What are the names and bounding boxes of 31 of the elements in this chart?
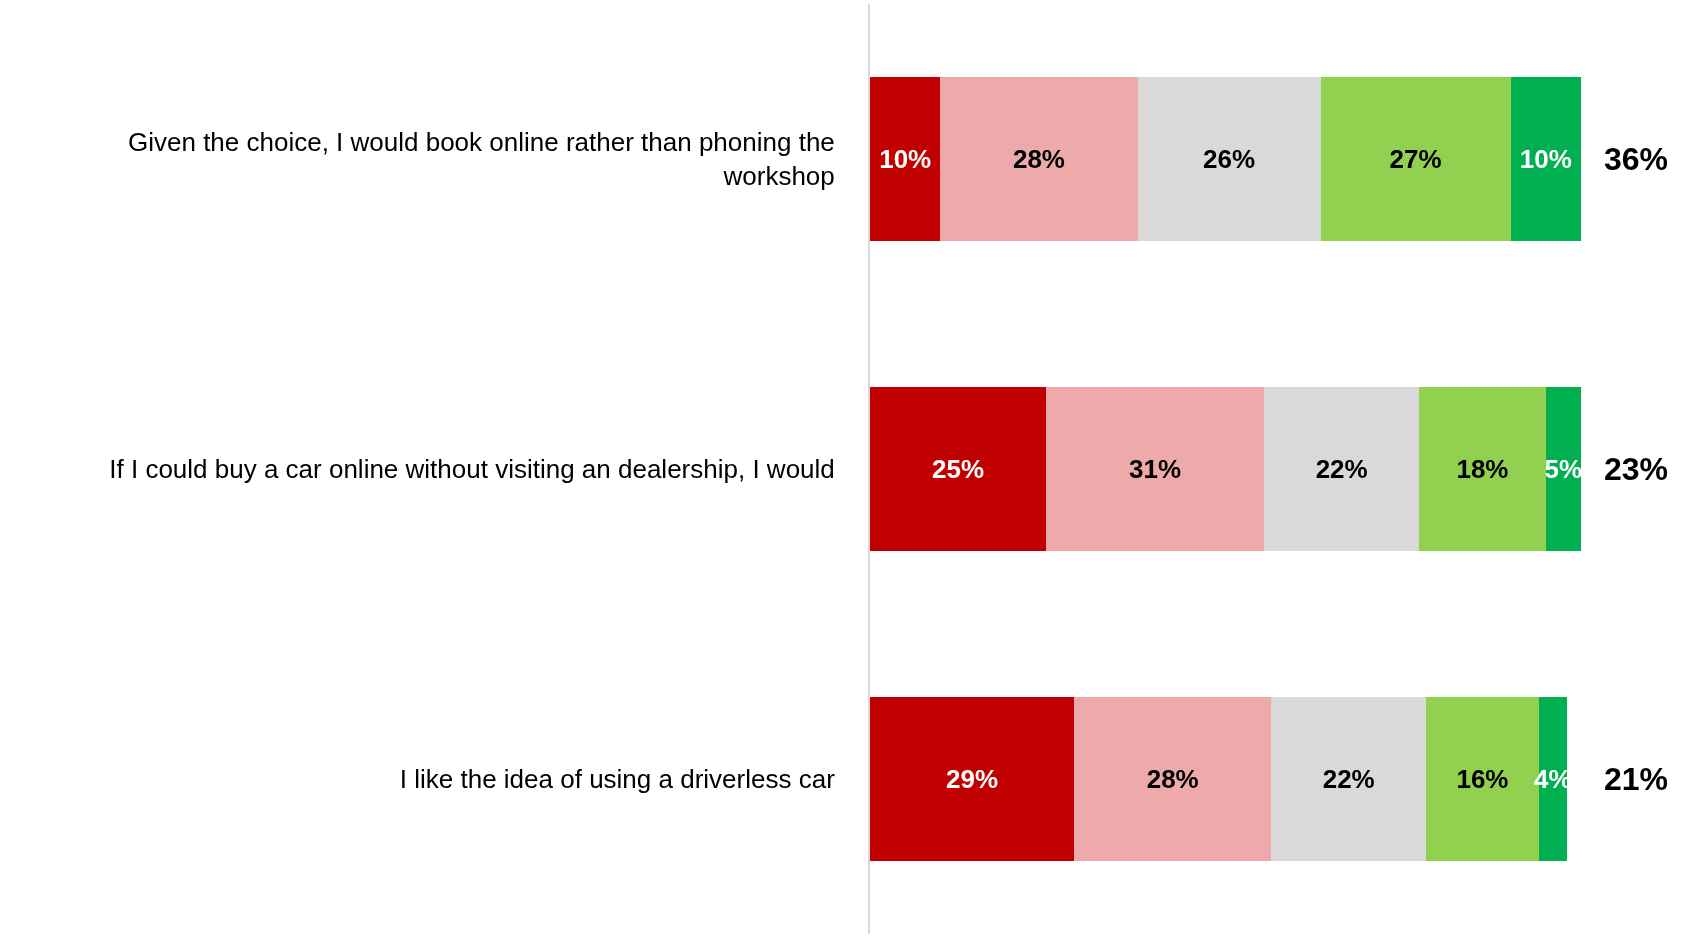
bar: [1137, 76, 1321, 242]
bar: [1510, 76, 1581, 242]
y-tick-label: I like the idea of using a driverless car: [399, 764, 836, 795]
bar: [1074, 696, 1272, 862]
data-label: 22%: [1322, 764, 1375, 794]
bar: [1271, 696, 1427, 862]
bar: [870, 386, 1046, 552]
data-label: 27%: [1389, 144, 1442, 174]
bar: [1264, 386, 1420, 552]
y-tick-label: If I could buy a car online without visiting an dealership, I would: [109, 454, 835, 485]
bar: [940, 76, 1138, 242]
text: 23%: [1604, 451, 1669, 487]
bar: [870, 696, 1075, 862]
bar: [1045, 386, 1265, 552]
data-label: 22%: [1315, 454, 1368, 484]
data-label: 29%: [946, 764, 999, 794]
bar: [870, 76, 941, 242]
data-label: 10%: [1519, 144, 1572, 174]
data-label: 28%: [1146, 764, 1199, 794]
text: 21%: [1604, 761, 1669, 797]
text: 36%: [1604, 141, 1669, 177]
data-label: 31%: [1129, 454, 1182, 484]
bar: [1419, 386, 1546, 552]
y-tick-label: Given the choice, I would book online rather than phoning the workshop: [127, 127, 835, 191]
bar: [1320, 76, 1511, 242]
data-label: 16%: [1456, 764, 1509, 794]
data-label: 10%: [879, 144, 932, 174]
data-label: 28%: [1012, 144, 1065, 174]
data-label: 26%: [1202, 144, 1256, 174]
data-label: 18%: [1456, 454, 1509, 484]
data-label: 25%: [931, 454, 985, 484]
